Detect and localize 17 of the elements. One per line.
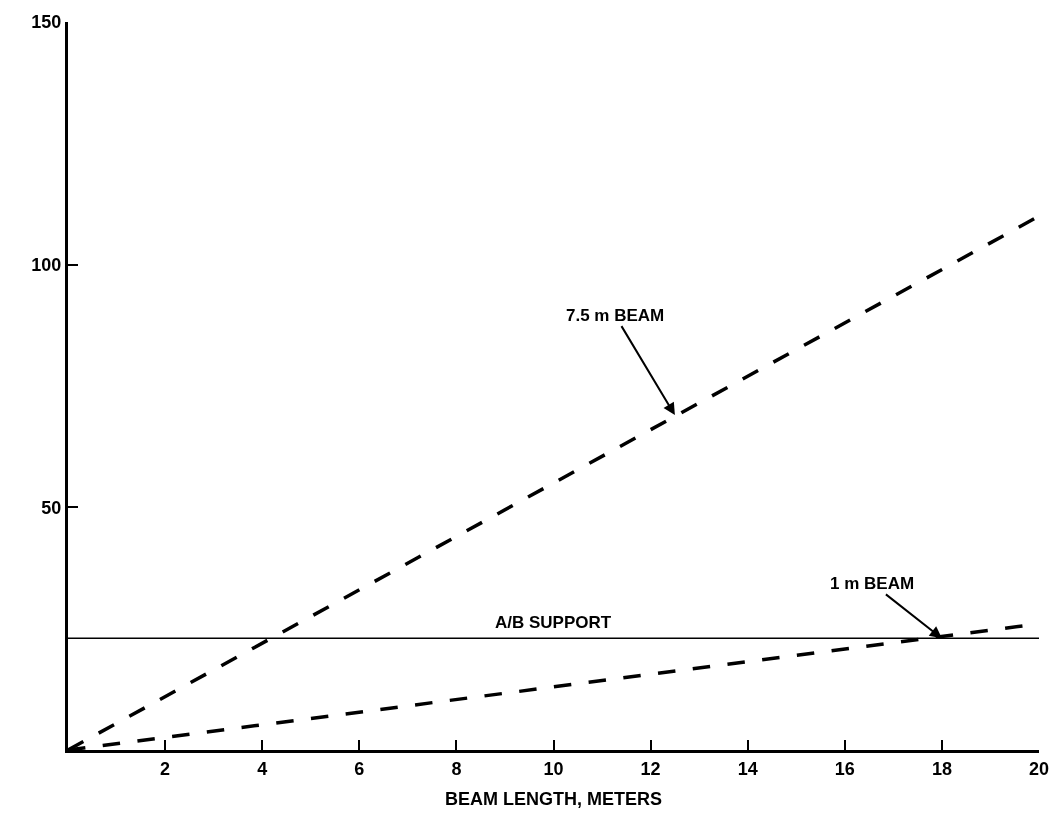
x-tick-label: 14: [737, 758, 758, 779]
x-tick-label: 2: [160, 758, 171, 779]
annotation: 7.5 m BEAM: [566, 306, 665, 325]
x-tick-label: 4: [257, 758, 268, 779]
x-tick-label: 6: [354, 758, 365, 779]
ref-line-label: A/B SUPPORT: [495, 613, 612, 632]
x-tick-label: 20: [1028, 758, 1050, 779]
x-tick-label: 16: [834, 758, 855, 779]
x-tick-label: 10: [543, 758, 564, 779]
y-tick-label: 150: [31, 12, 62, 33]
x-tick-label: 8: [451, 758, 462, 779]
x-tick-label: 18: [931, 758, 952, 779]
x-tick-label: 12: [640, 758, 661, 779]
y-tick-label: 50: [41, 497, 62, 518]
annotation: 1 m BEAM: [830, 574, 915, 593]
y-tick-label: 100: [31, 254, 62, 275]
x-axis-title: BEAM LENGTH, METERS: [444, 788, 663, 809]
